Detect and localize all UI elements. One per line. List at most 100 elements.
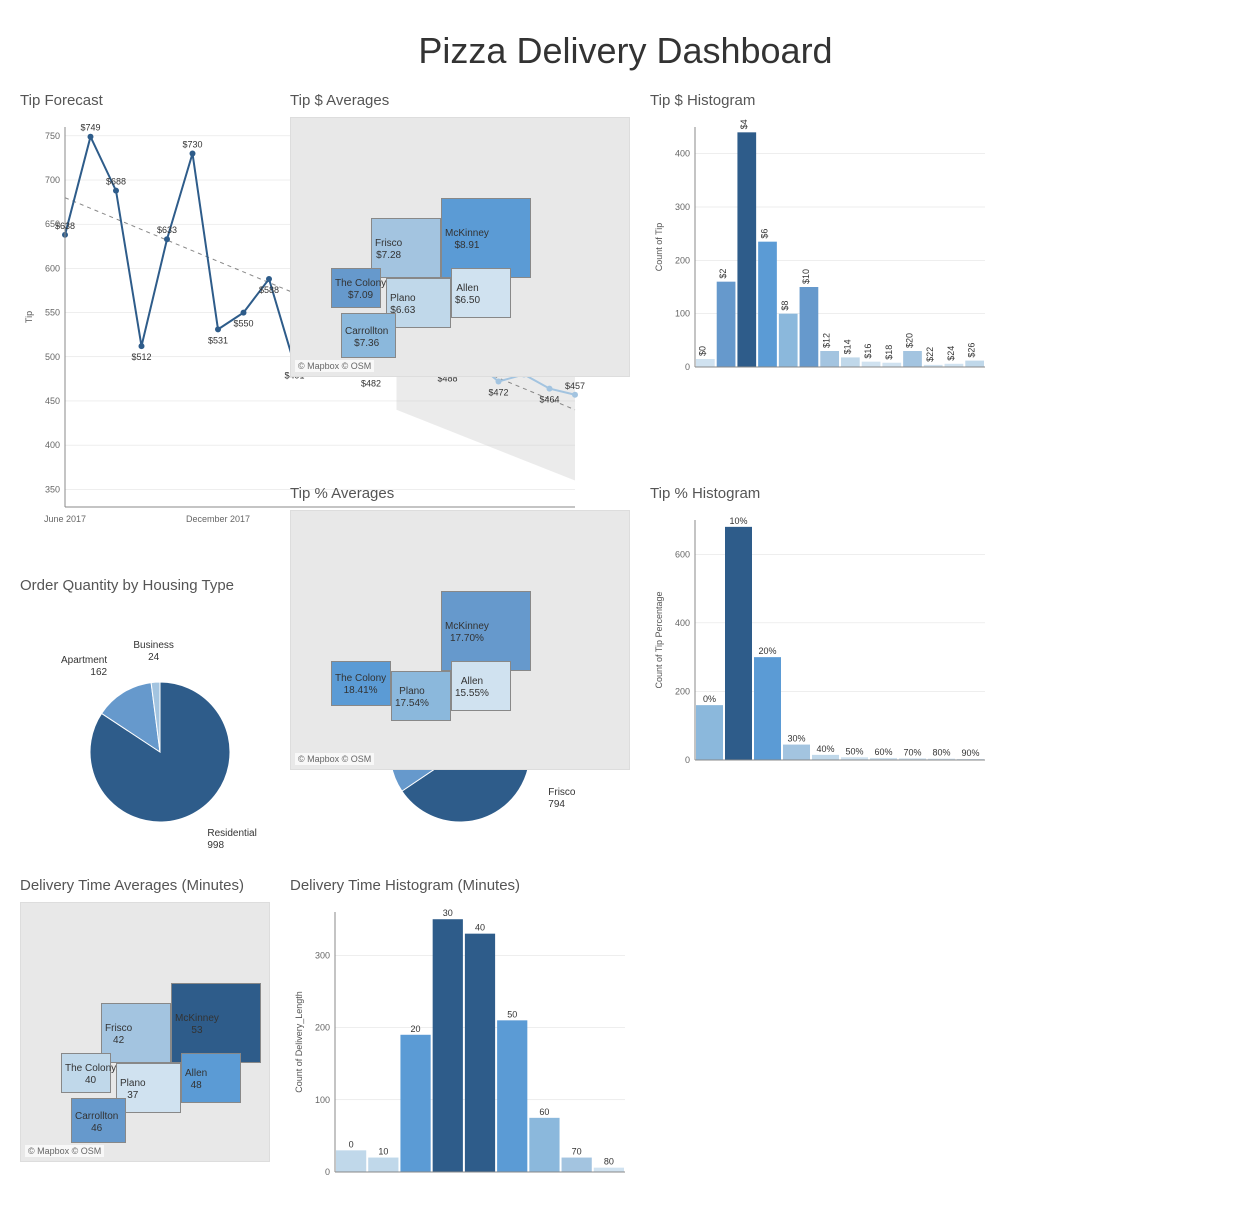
svg-text:$14: $14 xyxy=(842,339,852,354)
svg-text:60: 60 xyxy=(539,1107,549,1117)
tip-pct-hist-cell: Tip % Histogram 0200400600Count of Tip P… xyxy=(650,485,1230,863)
data-point[interactable] xyxy=(139,343,145,349)
svg-text:$512: $512 xyxy=(131,352,151,362)
svg-text:998: 998 xyxy=(207,840,224,851)
svg-text:70: 70 xyxy=(572,1147,582,1157)
tip-dollar-map[interactable]: © Mapbox © OSM McKinney$8.91Frisco$7.28A… xyxy=(290,117,630,377)
data-point[interactable] xyxy=(496,379,502,385)
svg-text:$24: $24 xyxy=(946,346,956,361)
svg-text:50%: 50% xyxy=(845,746,863,756)
map-region-label: Carrollton46 xyxy=(75,1111,118,1135)
bar[interactable] xyxy=(783,744,810,759)
svg-text:600: 600 xyxy=(675,549,690,559)
tip-forecast-chart[interactable]: 350400450500550600650700750$638$749$688$… xyxy=(20,117,270,557)
pie-housing-chart[interactable]: Residential998Apartment162Business24 xyxy=(20,602,300,862)
map-attribution: © Mapbox © OSM xyxy=(25,1145,104,1157)
bar[interactable] xyxy=(717,282,736,367)
svg-text:$464: $464 xyxy=(539,395,559,405)
data-point[interactable] xyxy=(88,134,94,140)
svg-text:200: 200 xyxy=(675,686,690,696)
delivery-time-hist-cell: Delivery Time Histogram (Minutes) 010020… xyxy=(290,877,630,1202)
map-attribution: © Mapbox © OSM xyxy=(295,753,374,765)
svg-text:750: 750 xyxy=(45,131,60,141)
data-point[interactable] xyxy=(190,151,196,157)
data-point[interactable] xyxy=(113,188,119,194)
svg-text:$18: $18 xyxy=(884,345,894,360)
map-region-label: The Colony18.41% xyxy=(335,673,386,697)
tip-dollar-histogram[interactable]: 0100200300400Count of Tip$0$2$4$6$8$10$1… xyxy=(650,117,1230,397)
svg-text:December 2017: December 2017 xyxy=(186,514,250,524)
bar[interactable] xyxy=(754,657,781,760)
svg-text:$12: $12 xyxy=(822,333,832,348)
bar[interactable] xyxy=(594,1168,624,1172)
map-region-label: Frisco42 xyxy=(105,1023,132,1047)
tip-pct-histogram[interactable]: 0200400600Count of Tip Percentage0%10%20… xyxy=(650,510,1230,790)
svg-text:600: 600 xyxy=(45,263,60,273)
delivery-time-hist-title: Delivery Time Histogram (Minutes) xyxy=(290,877,630,894)
map-region-label: Allen$6.50 xyxy=(455,283,480,307)
map-region-label: McKinney53 xyxy=(175,1013,219,1037)
bar[interactable] xyxy=(696,705,723,760)
data-point[interactable] xyxy=(547,386,553,392)
bar[interactable] xyxy=(812,754,839,759)
bar[interactable] xyxy=(433,919,463,1172)
svg-text:$20: $20 xyxy=(905,333,915,348)
bar[interactable] xyxy=(882,363,901,367)
bar[interactable] xyxy=(841,357,860,367)
data-point[interactable] xyxy=(241,310,247,316)
svg-text:$8: $8 xyxy=(780,301,790,311)
tip-pct-map[interactable]: © Mapbox © OSM McKinney17.70%Allen15.55%… xyxy=(290,510,630,770)
svg-text:Residential: Residential xyxy=(207,828,256,839)
bar[interactable] xyxy=(725,526,752,759)
svg-text:0: 0 xyxy=(325,1167,330,1177)
tip-dollar-map-title: Tip $ Averages xyxy=(290,92,630,109)
bar[interactable] xyxy=(965,361,984,367)
svg-text:$633: $633 xyxy=(157,225,177,235)
pie-housing-cell: Order Quantity by Housing Type Residenti… xyxy=(20,577,300,862)
data-point[interactable] xyxy=(266,276,272,282)
svg-text:$22: $22 xyxy=(925,347,935,362)
bar[interactable] xyxy=(862,362,881,367)
delivery-time-map[interactable]: © Mapbox © OSM McKinney53Frisco42Allen48… xyxy=(20,902,270,1162)
bar[interactable] xyxy=(800,287,819,367)
bar[interactable] xyxy=(465,934,495,1172)
svg-text:400: 400 xyxy=(45,440,60,450)
data-point[interactable] xyxy=(572,392,578,398)
bar[interactable] xyxy=(758,242,777,367)
svg-text:$6: $6 xyxy=(760,229,770,239)
bar[interactable] xyxy=(779,314,798,367)
data-point[interactable] xyxy=(164,236,170,242)
svg-text:$4: $4 xyxy=(739,119,749,129)
svg-text:$531: $531 xyxy=(208,335,228,345)
bar[interactable] xyxy=(737,132,756,367)
svg-text:40%: 40% xyxy=(816,743,834,753)
bar[interactable] xyxy=(696,359,715,367)
svg-text:300: 300 xyxy=(675,202,690,212)
map-region-label: Frisco$7.28 xyxy=(375,238,402,262)
map-region-label: Allen15.55% xyxy=(455,676,489,700)
svg-text:Count of Tip Percentage: Count of Tip Percentage xyxy=(654,591,664,688)
bar[interactable] xyxy=(820,351,839,367)
bar[interactable] xyxy=(368,1158,398,1172)
bar[interactable] xyxy=(336,1150,366,1172)
map-region-label: Plano17.54% xyxy=(395,686,429,710)
svg-text:200: 200 xyxy=(675,255,690,265)
dashboard-grid: Tip $ Averages © Mapbox © OSM McKinney$8… xyxy=(20,92,1231,1202)
svg-text:$730: $730 xyxy=(182,140,202,150)
svg-text:70%: 70% xyxy=(903,747,921,757)
bar[interactable] xyxy=(903,351,922,367)
bar[interactable] xyxy=(497,1020,527,1172)
svg-text:90%: 90% xyxy=(961,747,979,757)
bar[interactable] xyxy=(529,1118,559,1172)
svg-text:$749: $749 xyxy=(80,123,100,133)
svg-text:350: 350 xyxy=(45,484,60,494)
svg-text:24: 24 xyxy=(148,652,160,663)
svg-text:100: 100 xyxy=(675,309,690,319)
bar[interactable] xyxy=(400,1035,430,1172)
svg-text:$26: $26 xyxy=(967,343,977,358)
bar[interactable] xyxy=(562,1158,592,1172)
dashboard-title: Pizza Delivery Dashboard xyxy=(20,30,1231,72)
data-point[interactable] xyxy=(215,326,221,332)
delivery-time-histogram[interactable]: 0100200300Count of Delivery_Length010203… xyxy=(290,902,630,1202)
svg-text:80%: 80% xyxy=(932,747,950,757)
